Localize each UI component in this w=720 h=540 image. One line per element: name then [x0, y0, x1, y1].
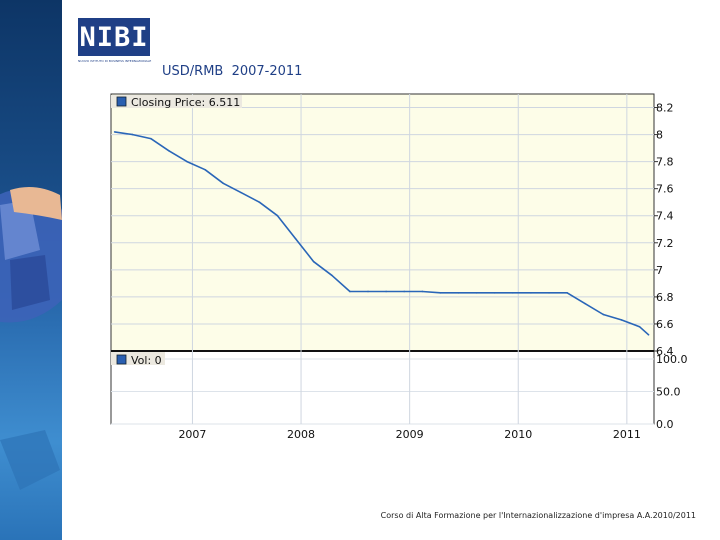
- price-legend-swatch: [116, 96, 127, 107]
- axis-ticks: 6.4 6.6 6.8 7 7.2 7.4 7.6 7.8 8 8.2 0.0 50.0 100.0 20…: [178, 102, 687, 441]
- price-point: [457, 292, 460, 294]
- price-tick-label: 8: [656, 129, 663, 142]
- price-point: [475, 292, 478, 294]
- price-point: [186, 160, 188, 163]
- price-point: [530, 292, 532, 294]
- sidebar-decoration: [0, 0, 62, 540]
- hand-globe-image: [0, 186, 62, 490]
- year-tick-label: 2008: [287, 428, 315, 441]
- price-point: [150, 137, 152, 140]
- price-tick-label: 6.6: [656, 318, 674, 331]
- price-point: [367, 290, 369, 293]
- volume-legend-swatch: [116, 354, 127, 365]
- price-line-group: [113, 131, 650, 336]
- price-legend-label: Closing Price: 6.511: [131, 96, 240, 109]
- price-point: [566, 292, 568, 294]
- price-tick-label: 8.2: [656, 102, 674, 115]
- price-tick-label: 7.4: [656, 210, 674, 223]
- price-point: [439, 292, 442, 294]
- price-point: [638, 325, 641, 328]
- price-point: [294, 237, 297, 240]
- year-tick-label: 2011: [613, 428, 641, 441]
- price-point: [276, 214, 279, 217]
- price-point: [222, 182, 225, 185]
- price-point: [349, 290, 351, 293]
- price-point: [385, 290, 387, 293]
- price-point: [512, 292, 514, 294]
- price-point: [548, 292, 550, 294]
- slide-footer: Corso di Alta Formazione per l'Internazi…: [380, 511, 696, 520]
- price-point: [584, 302, 587, 305]
- logo-tagline: NUOVO ISTITUTO DI BUSINESS INTERNAZIONAL…: [78, 59, 152, 63]
- volume-tick-label: 0.0: [656, 418, 674, 431]
- price-point: [421, 290, 424, 293]
- price-point: [131, 133, 134, 136]
- price-legend-bg: [111, 95, 242, 108]
- price-point: [602, 313, 605, 316]
- volume-tick-label: 100.0: [656, 353, 688, 366]
- price-point: [258, 201, 261, 204]
- price-point: [493, 292, 496, 294]
- year-tick-label: 2010: [504, 428, 532, 441]
- nibi-logo: NIBI NUOVO ISTITUTO DI BUSINESS INTERNAZ…: [78, 18, 168, 63]
- logo-mark: NIBI: [78, 18, 150, 56]
- price-point: [647, 333, 650, 336]
- price-point: [403, 290, 406, 293]
- slide-title: USD/RMB 2007-2011: [162, 64, 303, 79]
- price-point: [113, 131, 116, 133]
- price-point: [168, 150, 170, 152]
- price-tick-label: 6.4: [656, 345, 674, 358]
- year-tick-label: 2007: [178, 428, 206, 441]
- price-tick-label: 7.8: [656, 156, 674, 169]
- year-tick-label: 2009: [396, 428, 424, 441]
- price-point: [331, 274, 333, 277]
- price-tick-label: 7: [656, 264, 663, 277]
- price-panel: [110, 93, 655, 352]
- price-point: [620, 319, 623, 321]
- price-point: [204, 168, 206, 171]
- price-point: [240, 191, 243, 194]
- volume-legend-label: Vol: 0: [131, 354, 162, 367]
- volume-panel: [110, 350, 655, 425]
- price-tick-label: 7.6: [656, 183, 674, 196]
- volume-tick-label: 50.0: [656, 386, 681, 399]
- price-tick-label: 7.2: [656, 237, 674, 250]
- price-point: [312, 260, 315, 263]
- price-tick-label: 6.8: [656, 291, 674, 304]
